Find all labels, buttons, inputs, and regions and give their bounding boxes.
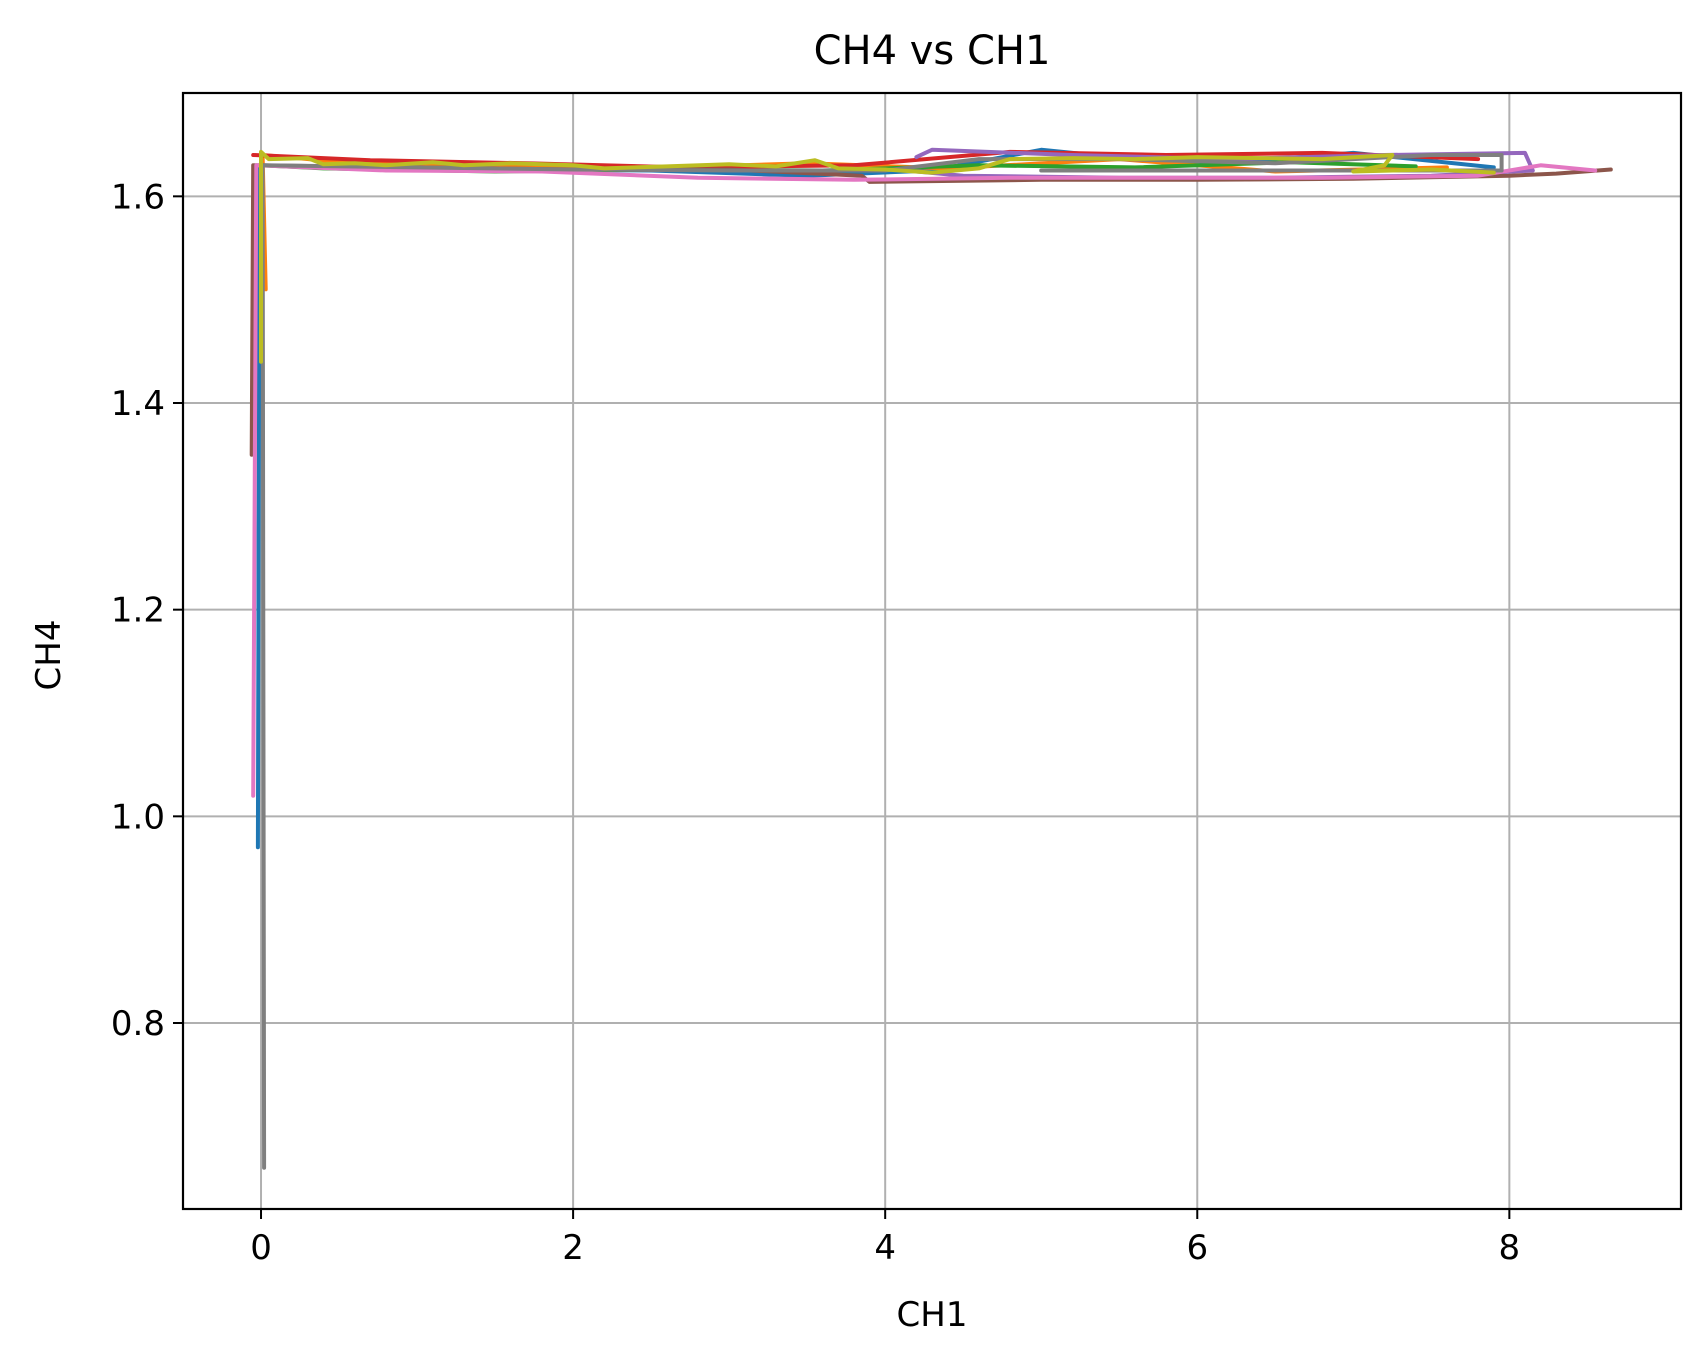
y-tick-label: 0.8 — [111, 1004, 165, 1044]
y-tick-label: 1.6 — [111, 177, 165, 217]
plot-frame — [181, 91, 1683, 1211]
x-axis-title: CH1 — [897, 1295, 968, 1335]
series-line-9 — [259, 149, 1496, 364]
y-axis-title: CH4 — [29, 620, 69, 691]
x-tick-label: 4 — [874, 1228, 896, 1268]
grid-layer — [183, 93, 1681, 1209]
y-tick-label: 1.0 — [111, 797, 165, 837]
chart-title: CH4 vs CH1 — [814, 28, 1051, 74]
y-tick-label: 1.2 — [111, 591, 165, 631]
y-tick-label: 1.4 — [111, 384, 165, 424]
x-tick-label: 0 — [250, 1228, 272, 1268]
x-tick-label: 8 — [1499, 1228, 1521, 1268]
tick-layer: 0 2 4 6 8 0.8 1.0 1.2 1.4 1.6 — [111, 177, 1520, 1268]
series-layer — [249, 147, 1613, 1170]
x-tick-label: 6 — [1186, 1228, 1208, 1268]
x-tick-label: 2 — [562, 1228, 584, 1268]
